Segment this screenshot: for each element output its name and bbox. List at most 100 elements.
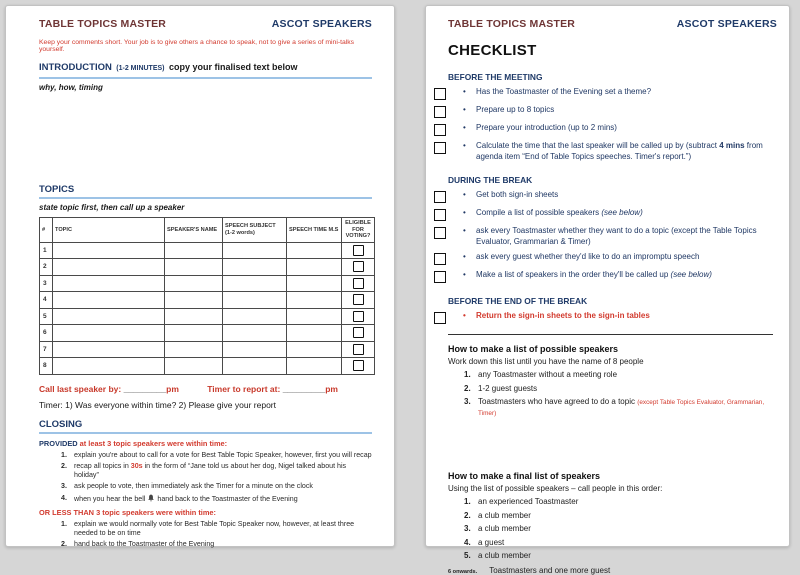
eligible-checkbox[interactable]	[352, 310, 364, 322]
speaker-cell	[164, 241, 223, 259]
table-row: 4	[39, 291, 375, 309]
introduction-writing-space	[39, 92, 372, 184]
time-cell	[286, 307, 342, 325]
time-cell	[286, 340, 342, 358]
eligible-checkbox[interactable]	[352, 261, 364, 273]
table-row: 3	[39, 274, 375, 292]
row-number: 5	[39, 307, 53, 325]
speaker-cell	[164, 324, 223, 342]
speaker-cell	[164, 340, 223, 358]
topic-cell	[52, 241, 165, 259]
club-name: ASCOT SPEAKERS	[271, 18, 372, 30]
checklist-item: • Compile a list of possible speakers (s…	[434, 208, 777, 221]
eligible-checkbox[interactable]	[352, 244, 364, 256]
exception-note: (except Table Topics Evaluator, Grammari…	[478, 399, 765, 417]
time-blank: _________	[282, 383, 326, 394]
eligible-checkbox[interactable]	[352, 294, 364, 306]
topic-cell	[52, 274, 165, 292]
topics-table-header-row: # TOPIC SPEAKER'S NAME SPEECH SUBJECT (1…	[39, 217, 375, 243]
timer-report-label: Timer to report at:	[207, 383, 281, 394]
checklist-item: • ask every guest whether they'd like to…	[434, 252, 777, 265]
checkbox[interactable]	[434, 227, 446, 239]
document-title: TABLE TOPICS MASTER	[448, 18, 576, 30]
comments-note: Keep your comments short. Your job is to…	[39, 39, 355, 53]
table-row: 7	[39, 340, 375, 358]
eligible-cell	[341, 324, 375, 342]
checkbox[interactable]	[434, 209, 446, 221]
checkbox[interactable]	[434, 312, 446, 324]
time-cell	[286, 258, 342, 276]
final-list-desc: Using the list of possible speakers – ca…	[448, 484, 663, 493]
bullet: •	[463, 311, 466, 320]
pm-label: pm	[325, 383, 338, 394]
col-topic: TOPIC	[52, 217, 165, 243]
speaker-cell	[164, 357, 223, 375]
document-title: TABLE TOPICS MASTER	[39, 18, 167, 30]
checklist-item: • Get both sign-in sheets	[434, 190, 777, 203]
bullet: •	[463, 270, 466, 279]
col-speech-subject: SPEECH SUBJECT (1-2 words)	[222, 217, 287, 243]
introduction-heading: INTRODUCTION (1-2 MINUTES) copy your fin…	[39, 57, 372, 79]
checklist-item: • Has the Toastmaster of the Evening set…	[434, 87, 777, 100]
before-meeting-heading: BEFORE THE MEETING	[448, 72, 543, 82]
topics-hint: state topic first, then call up a speake…	[39, 203, 185, 212]
checkbox[interactable]	[434, 124, 446, 136]
list-item: 3. ask people to vote, then immediately …	[61, 482, 313, 490]
six-onwards-line: 6 onwards. Toastmasters and one more gue…	[448, 565, 611, 575]
bullet: •	[463, 87, 466, 96]
possible-speakers-desc: Work down this list until you have the n…	[448, 357, 644, 366]
closing-heading: CLOSING	[39, 419, 372, 434]
checklist-item: • Return the sign-in sheets to the sign-…	[434, 311, 777, 324]
during-break-heading: DURING THE BREAK	[448, 175, 533, 185]
list-item: 4. a guest	[464, 537, 505, 547]
or-less-steps: 1. explain we would normally vote for Be…	[39, 520, 372, 549]
checkbox[interactable]	[434, 88, 446, 100]
provided-label: PROVIDED	[39, 438, 78, 448]
eligible-checkbox[interactable]	[352, 343, 364, 355]
eligible-checkbox[interactable]	[352, 360, 364, 372]
checklist-item: • Make a list of speakers in the order t…	[434, 270, 777, 283]
checklist-item: • ask every Toastmaster whether they wan…	[434, 226, 777, 247]
introduction-hint: why, how, timing	[39, 83, 103, 92]
time-cell	[286, 241, 342, 259]
spacer	[434, 418, 777, 462]
pm-label: pm	[166, 383, 179, 394]
row-number: 2	[39, 258, 53, 276]
checkbox[interactable]	[434, 271, 446, 283]
col-speaker-name: SPEAKER'S NAME	[164, 217, 223, 243]
list-item: 4. when you hear the bell hand back to th…	[61, 493, 298, 503]
eligible-cell	[341, 241, 375, 259]
eligible-checkbox[interactable]	[352, 277, 364, 289]
checkbox[interactable]	[434, 253, 446, 265]
checkbox[interactable]	[434, 191, 446, 203]
call-last-speaker-label: Call last speaker by:	[39, 383, 122, 394]
eligible-cell	[341, 258, 375, 276]
topic-cell	[52, 340, 165, 358]
final-list-title: How to make a final list of speakers	[448, 471, 601, 481]
checkbox[interactable]	[434, 106, 446, 118]
bullet: •	[463, 226, 466, 235]
right-page: TABLE TOPICS MASTER ASCOT SPEAKERS CHECK…	[425, 5, 790, 575]
speaker-cell	[164, 307, 223, 325]
col-speech-time: SPEECH TIME M.S	[286, 217, 342, 243]
eligible-cell	[341, 291, 375, 309]
subject-cell	[222, 274, 287, 292]
checkbox[interactable]	[434, 142, 446, 154]
row-number: 8	[39, 357, 53, 375]
bullet: •	[463, 123, 466, 132]
30s-highlight: 30s	[130, 462, 143, 470]
subject-cell	[222, 357, 287, 375]
time-cell	[286, 291, 342, 309]
six-onwards-label: 6 onwards.	[448, 568, 478, 575]
table-row: 5	[39, 307, 375, 325]
before-end-break-heading: BEFORE THE END OF THE BREAK	[448, 296, 588, 306]
col-number: #	[39, 217, 53, 243]
speaker-cell	[164, 258, 223, 276]
eligible-checkbox[interactable]	[352, 327, 364, 339]
provided-steps: 1. explain you're about to call for a vo…	[39, 451, 372, 504]
topic-cell	[52, 324, 165, 342]
bullet: •	[463, 105, 466, 114]
subject-cell	[222, 340, 287, 358]
subject-cell	[222, 307, 287, 325]
divider	[448, 334, 773, 335]
